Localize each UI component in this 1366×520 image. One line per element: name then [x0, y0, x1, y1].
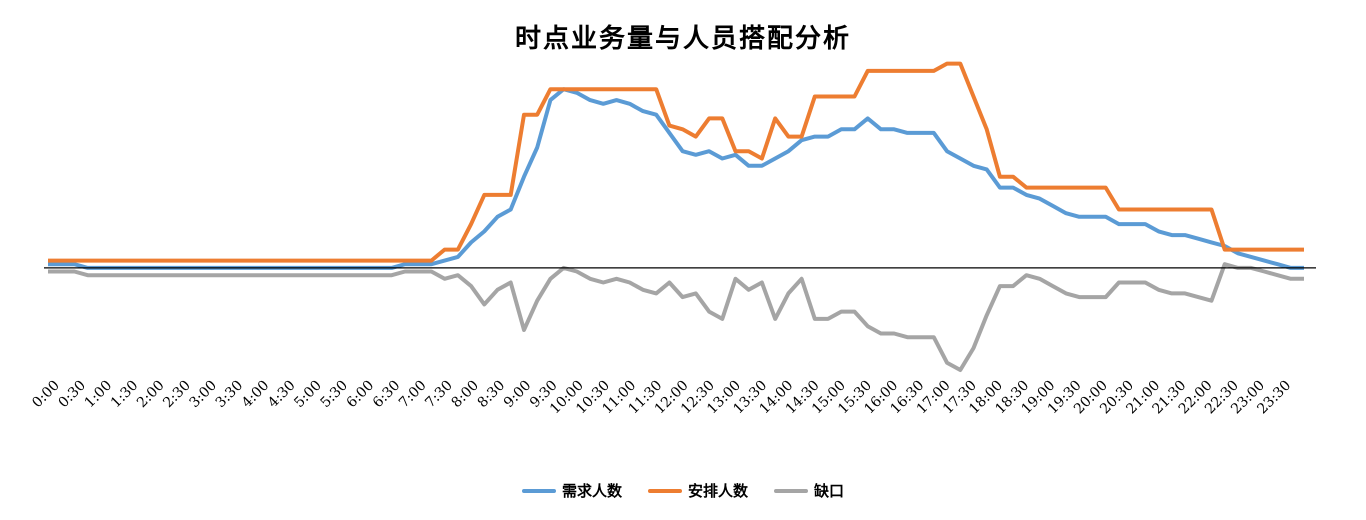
legend-swatch [774, 488, 808, 493]
x-tick-label: 3:00 [186, 378, 220, 412]
series-line-0 [48, 87, 1304, 270]
x-tick-label: 2:30 [160, 378, 194, 412]
chart-title: 时点业务量与人员搭配分析 [514, 24, 851, 54]
x-tick-label: 6:00 [344, 378, 378, 412]
legend-swatch [521, 488, 556, 493]
x-tick-label: 3:30 [213, 378, 247, 412]
x-tick-label: 0:30 [55, 378, 89, 412]
series-line-2 [48, 262, 1304, 372]
x-tick-label: 1:00 [82, 378, 116, 412]
x-tick-label: 4:30 [265, 378, 299, 412]
x-tick-label: 8:30 [475, 378, 509, 412]
x-tick-label: 6:30 [370, 378, 404, 412]
x-tick-label: 7:00 [396, 378, 430, 412]
x-tick-label: 5:30 [317, 378, 351, 412]
series-line-1 [48, 61, 1304, 263]
x-tick-labels: 0:000:301:001:302:002:303:003:304:004:30… [29, 378, 1294, 418]
x-tick-label: 5:00 [291, 378, 325, 412]
series-layer [48, 61, 1304, 372]
legend-label: 需求人数 [561, 482, 622, 500]
legend-item-0: 需求人数 [521, 480, 622, 501]
legend-item-1: 安排人数 [647, 480, 748, 501]
x-tick-label: 1:30 [108, 378, 142, 412]
legend-label: 缺口 [814, 482, 845, 500]
x-tick-label: 0:00 [29, 378, 63, 412]
legend-swatch [647, 488, 682, 493]
legend: 需求人数 安排人数 缺口 [0, 480, 1366, 501]
x-tick-label: 8:00 [448, 378, 482, 412]
x-tick-label: 4:00 [239, 378, 273, 412]
legend-item-2: 缺口 [774, 480, 844, 501]
x-tick-label: 7:30 [422, 378, 456, 412]
legend-label: 安排人数 [687, 482, 748, 500]
x-tick-label: 9:00 [501, 378, 535, 412]
x-tick-label: 2:00 [134, 378, 168, 412]
